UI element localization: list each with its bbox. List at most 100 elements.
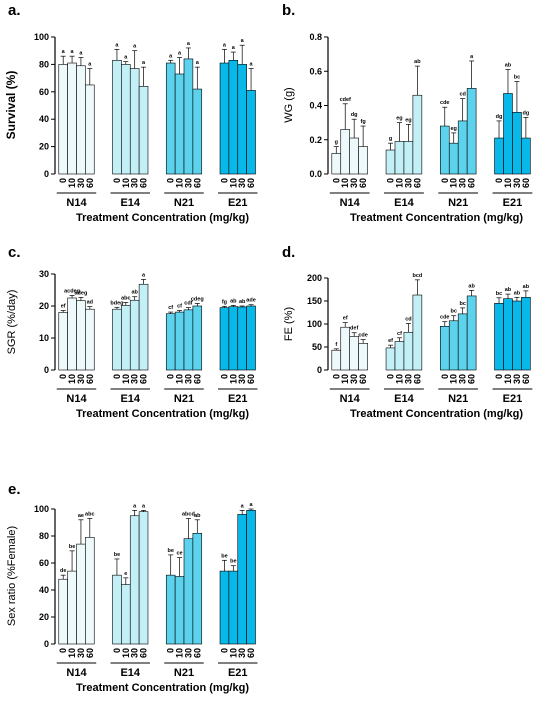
x-tick-label: 0: [58, 374, 68, 379]
x-tick-label: 10: [503, 374, 513, 384]
x-tick-label: 60: [192, 178, 202, 188]
bar-e14-60: [138, 86, 149, 175]
bar-e14-30: [129, 299, 140, 371]
significance-letter: a: [241, 38, 245, 44]
x-tick-label: 30: [403, 178, 413, 188]
x-tick-label: 60: [139, 374, 149, 384]
bar-e14-30: [129, 68, 140, 175]
x-axis-title: Treatment Concentration (mg/kg): [350, 408, 523, 420]
x-tick-label: 60: [85, 374, 95, 384]
x-tick-label: 60: [139, 648, 149, 658]
bar-n14-30: [76, 543, 86, 645]
y-axis-title: SGR (%/day): [6, 290, 18, 355]
significance-letter: a: [232, 45, 236, 51]
group-label: E14: [394, 393, 414, 405]
x-tick-label: 30: [183, 178, 193, 188]
y-tick-label: 20: [39, 142, 49, 152]
significance-letter: be: [221, 553, 227, 559]
x-tick-label: 10: [340, 374, 350, 384]
group-label: N21: [174, 667, 194, 679]
x-tick-label: 0: [331, 374, 341, 379]
bar-e21-30: [512, 300, 522, 371]
group-label: N21: [448, 197, 468, 209]
significance-letter: a: [187, 41, 191, 47]
significance-letter: ab: [505, 63, 512, 69]
significance-letter: a: [196, 60, 200, 66]
bar-n14-10: [67, 62, 77, 175]
significance-letter: bcd: [412, 273, 422, 279]
y-tick-label: 60: [39, 87, 49, 97]
bar-n21-10: [448, 320, 459, 371]
significance-letter: ab: [414, 59, 421, 65]
significance-letter: a: [71, 49, 75, 55]
significance-letter: a: [169, 53, 173, 59]
significance-letter: fg: [361, 119, 366, 125]
x-tick-label: 0: [219, 178, 229, 183]
significance-letter: a: [115, 42, 119, 48]
x-tick-label: 30: [76, 648, 86, 658]
bar-n21-60: [466, 295, 477, 371]
significance-letter: cd: [405, 317, 411, 323]
bar-n14-60: [358, 146, 368, 175]
bar-n21-30: [457, 120, 468, 175]
significance-letter: ab: [239, 299, 246, 305]
significance-letter: dg: [523, 110, 530, 116]
x-tick-label: 0: [58, 648, 68, 653]
x-tick-label: 60: [246, 374, 256, 384]
group-label: N14: [340, 393, 361, 405]
group-label: N21: [174, 197, 194, 209]
bar-n21-60: [192, 305, 203, 371]
significance-letter: ab: [514, 290, 521, 296]
x-tick-label: 60: [192, 374, 202, 384]
significance-letter: a: [250, 502, 254, 508]
x-tick-label: 60: [139, 178, 149, 188]
significance-letter: ce: [177, 551, 183, 557]
bar-e14-60: [412, 294, 423, 371]
bar-e21-0: [494, 302, 504, 371]
x-tick-label: 30: [512, 178, 522, 188]
x-tick-label: 30: [130, 374, 140, 384]
x-tick-label: 60: [246, 178, 256, 188]
significance-letter: dg: [351, 112, 358, 118]
bar-n14-60: [85, 84, 95, 175]
significance-letter: eg: [396, 116, 402, 122]
bar-e21-0: [219, 570, 230, 645]
significance-letter: a: [178, 51, 182, 57]
significance-letter: cf: [177, 303, 182, 309]
group-label: E14: [120, 197, 140, 209]
significance-letter: ab: [131, 290, 138, 296]
significance-letter: abcd: [182, 511, 195, 517]
y-tick-label: 10: [39, 333, 49, 343]
y-tick-label: 0.8: [309, 32, 322, 42]
significance-letter: a: [142, 60, 146, 66]
x-tick-label: 10: [394, 178, 404, 188]
x-tick-label: 0: [112, 648, 122, 653]
x-tick-label: 30: [237, 374, 247, 384]
significance-letter: a: [88, 62, 92, 68]
x-tick-label: 0: [331, 178, 341, 183]
x-tick-label: 60: [358, 374, 368, 384]
x-tick-label: 10: [67, 374, 77, 384]
x-tick-label: 60: [358, 178, 368, 188]
panel-label: b.: [282, 2, 295, 19]
x-tick-label: 30: [76, 178, 86, 188]
significance-letter: acdeg: [64, 288, 80, 294]
x-tick-label: 60: [521, 374, 531, 384]
significance-letter: cdef: [340, 97, 351, 103]
x-tick-label: 0: [112, 374, 122, 379]
y-tick-label: 60: [39, 558, 49, 568]
significance-letter: de: [60, 568, 66, 574]
x-tick-label: 30: [349, 374, 359, 384]
x-axis-title: Treatment Concentration (mg/kg): [76, 212, 249, 224]
significance-letter: a: [241, 503, 245, 509]
significance-letter: cde: [440, 315, 449, 321]
bar-e21-0: [219, 307, 230, 371]
bar-n14-10: [340, 129, 350, 175]
bar-e21-10: [503, 93, 513, 175]
significance-letter: fg: [222, 299, 227, 305]
panel-label: c.: [8, 244, 21, 261]
bar-e14-10: [394, 341, 405, 371]
x-tick-label: 30: [130, 648, 140, 658]
x-tick-label: 10: [503, 178, 513, 188]
x-tick-label: 10: [175, 374, 185, 384]
